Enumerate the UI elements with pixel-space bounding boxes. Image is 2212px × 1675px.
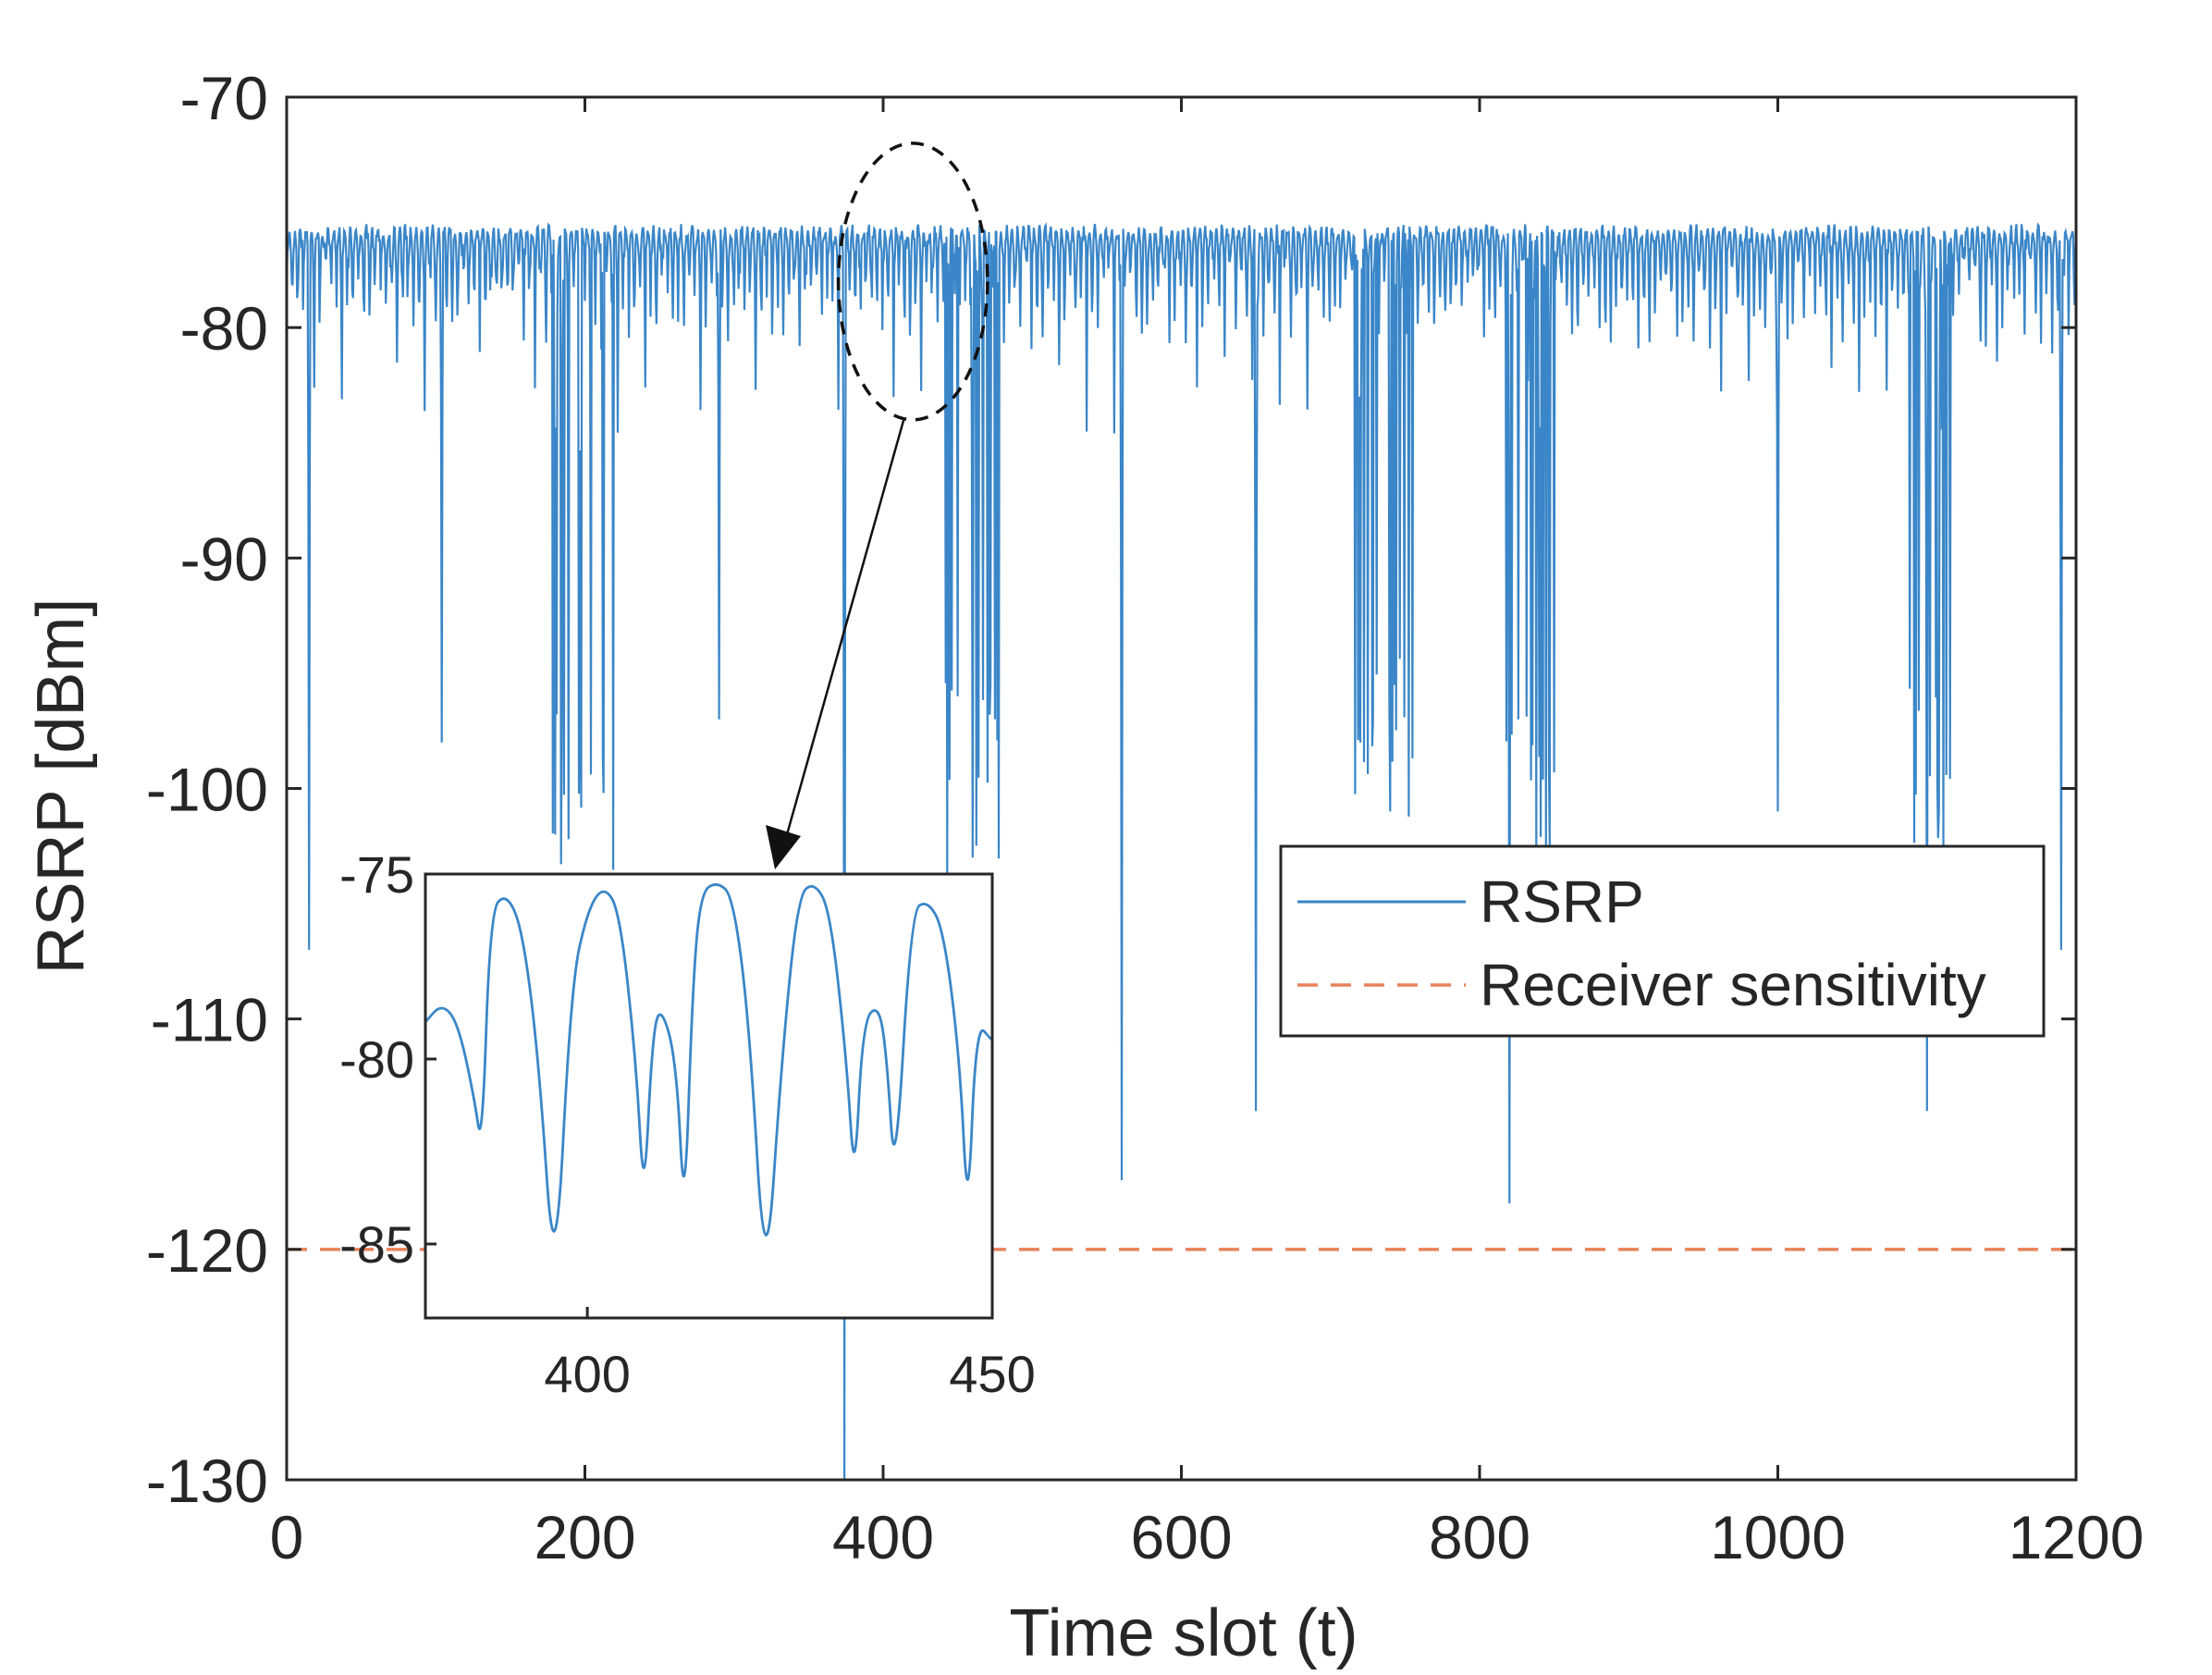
y-axis-label: RSRP [dBm] [24,598,98,975]
y-tick-label: -70 [180,64,268,132]
x-tick-label: 400 [832,1503,934,1571]
x-tick-label: 200 [534,1503,635,1571]
inset-plot-area: 400 450 -75 -80 -85 [339,845,1036,1403]
legend-rsrp-label: RSRP [1480,868,1644,935]
x-tick-label: 800 [1429,1503,1530,1571]
legend-sensitivity-label: Receiver sensitivity [1480,952,1986,1018]
x-tick-label: 0 [270,1503,304,1571]
inset-background [425,874,992,1318]
inset-y-tick-label: -80 [339,1030,414,1089]
inset-x-tick-label: 450 [949,1345,1035,1403]
inset-axes-box [424,872,994,1320]
inset-x-tick-label: 400 [544,1345,630,1403]
x-tick-label: 1000 [1710,1503,1846,1571]
main-plot-area: 0 200 400 600 800 1000 1200 -70 -80 -90 -100 -110 -1… [146,64,2144,1571]
y-tick-label: -130 [146,1447,268,1515]
y-tick-label: -110 [151,986,268,1054]
y-tick-label: -100 [146,756,268,824]
x-tick-label: 600 [1130,1503,1232,1571]
rsrp-series-line [287,222,2076,1480]
zoom-arrow-shaft [780,419,905,852]
inset-rsrp-line [425,883,992,1237]
legend: RSRP Receiver sensitivity [1279,844,2046,1038]
y-tick-label: -80 [180,294,268,363]
legend-box [1279,844,2046,1038]
inset-y-tick-label: -85 [339,1215,414,1274]
zoom-region-ellipse [836,142,989,422]
y-tick-label: -90 [180,524,268,593]
x-axis-label: Time slot (t) [1009,1596,1358,1670]
zoom-arrow-head [766,825,801,869]
y-tick-label: -120 [146,1216,268,1285]
x-tick-label: 1200 [2009,1503,2144,1571]
inset-y-tick-label: -75 [339,845,414,904]
